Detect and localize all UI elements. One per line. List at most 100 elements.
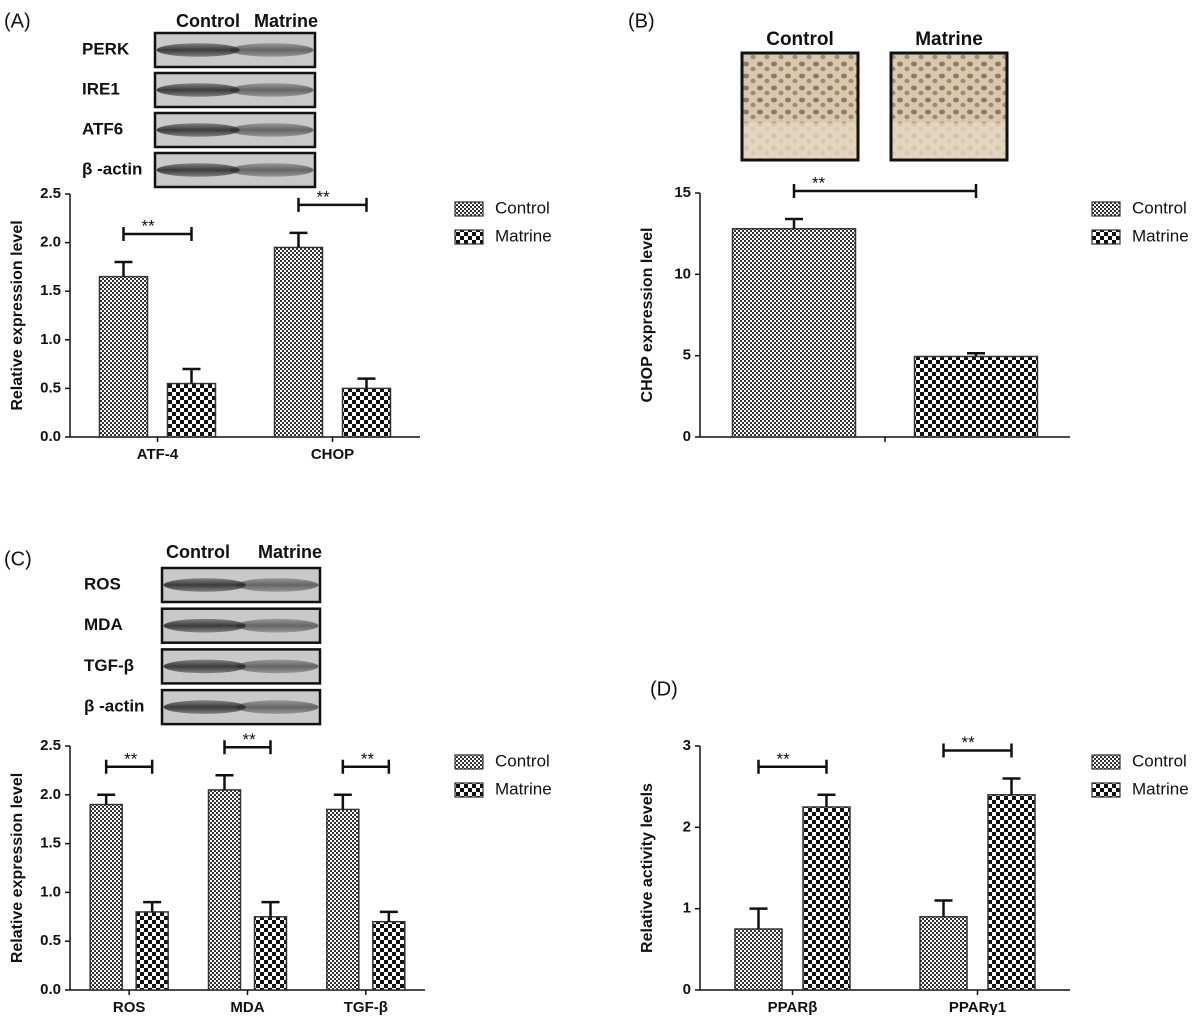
bar bbox=[372, 920, 406, 991]
legend-label: Control bbox=[1132, 198, 1187, 217]
panel-label: (D) bbox=[650, 678, 678, 700]
error-bar bbox=[1002, 777, 1021, 795]
bar bbox=[98, 275, 149, 438]
panel-label: (A) bbox=[4, 10, 31, 32]
error-bar bbox=[261, 900, 280, 917]
y-tick-label: 0.5 bbox=[40, 379, 61, 396]
significance-bracket bbox=[757, 759, 828, 774]
blot-band bbox=[156, 123, 240, 137]
bar bbox=[89, 803, 123, 991]
blot-row-label: MDA bbox=[84, 615, 123, 634]
y-tick-label: 1.5 bbox=[40, 835, 61, 852]
bar bbox=[207, 789, 242, 991]
legend-label: Control bbox=[495, 751, 550, 770]
blot-band bbox=[163, 659, 246, 674]
y-tick-label: 1.5 bbox=[40, 282, 61, 299]
legend-swatch bbox=[1091, 782, 1121, 798]
error-bar bbox=[143, 900, 162, 912]
legend-label: Matrine bbox=[495, 779, 552, 798]
blot-band bbox=[236, 700, 319, 714]
y-axis-label: Relative activity levels bbox=[639, 783, 656, 953]
blot-band bbox=[230, 43, 314, 57]
y-tick-label: 2.5 bbox=[40, 185, 61, 202]
bar bbox=[919, 916, 968, 991]
error-bar bbox=[817, 793, 836, 807]
blot-row-label: PERK bbox=[82, 39, 130, 58]
blot-row-label: ROS bbox=[84, 574, 121, 593]
y-tick-label: 1 bbox=[683, 900, 691, 917]
legend-label: Control bbox=[1132, 751, 1187, 770]
significance-bracket bbox=[122, 227, 193, 242]
bar bbox=[802, 806, 851, 991]
blot-band bbox=[156, 83, 240, 97]
y-axis-label: CHOP expression level bbox=[639, 228, 656, 403]
significance-label: ** bbox=[962, 733, 976, 752]
significance-label: ** bbox=[777, 749, 791, 768]
blot-band bbox=[236, 659, 319, 674]
legend-label: Matrine bbox=[1132, 226, 1189, 245]
bar bbox=[341, 387, 392, 438]
legend-swatch bbox=[454, 754, 484, 770]
bar bbox=[273, 246, 324, 438]
error-bar bbox=[182, 367, 201, 384]
blot-lane-label: Control bbox=[176, 11, 240, 31]
legend-swatch bbox=[1091, 201, 1121, 217]
error-bar bbox=[215, 774, 234, 790]
blot-row-label: IRE1 bbox=[82, 79, 120, 98]
micrograph-lower bbox=[742, 122, 858, 160]
bar bbox=[253, 916, 288, 991]
y-tick-label: 0.5 bbox=[40, 932, 61, 949]
blot-lane-label: Matrine bbox=[258, 542, 322, 562]
y-tick-label: 1.0 bbox=[40, 883, 61, 900]
blot-lane-label: Matrine bbox=[254, 11, 318, 31]
blot-band bbox=[156, 43, 240, 57]
blot-band bbox=[230, 123, 314, 137]
significance-label: ** bbox=[317, 187, 331, 206]
blot-band bbox=[230, 163, 314, 177]
y-tick-label: 2.0 bbox=[40, 234, 61, 251]
bar bbox=[166, 382, 217, 438]
image-label: Matrine bbox=[915, 29, 983, 50]
significance-bracket bbox=[223, 740, 272, 755]
bar bbox=[734, 928, 783, 991]
blot-band bbox=[236, 618, 319, 633]
blot-row-label: TGF-β bbox=[84, 656, 134, 675]
bar bbox=[135, 911, 169, 991]
y-tick-label: 2 bbox=[683, 818, 691, 835]
blot-row-label: ATF6 bbox=[82, 119, 123, 138]
bar bbox=[326, 808, 360, 991]
error-bar bbox=[333, 793, 352, 810]
x-tick-label: CHOP bbox=[311, 446, 354, 463]
blot-band bbox=[156, 163, 240, 177]
blot-band bbox=[163, 578, 246, 592]
micrograph-frame bbox=[889, 51, 1009, 162]
y-axis-label: Relative expression level bbox=[9, 220, 26, 410]
blot-band bbox=[163, 700, 246, 714]
blot-band bbox=[163, 618, 246, 633]
significance-bracket bbox=[297, 197, 368, 212]
y-tick-label: 15 bbox=[674, 184, 691, 201]
legend-label: Control bbox=[495, 198, 550, 217]
y-tick-label: 5 bbox=[683, 347, 691, 364]
legend-swatch bbox=[1091, 229, 1121, 245]
error-bar bbox=[114, 260, 133, 277]
legend-label: Matrine bbox=[495, 226, 552, 245]
bar bbox=[913, 355, 1039, 438]
blot-row-label: β -actin bbox=[84, 697, 144, 716]
blot-row-label: β -actin bbox=[82, 159, 142, 178]
significance-bracket bbox=[942, 743, 1013, 758]
significance-label: ** bbox=[243, 730, 257, 749]
image-label: Control bbox=[766, 29, 834, 50]
significance-label: ** bbox=[812, 174, 826, 193]
legend-swatch bbox=[454, 229, 484, 245]
y-tick-label: 0 bbox=[683, 981, 691, 998]
x-tick-label: TGF-β bbox=[344, 999, 388, 1016]
x-tick-label: PPARβ bbox=[768, 999, 818, 1016]
y-tick-label: 2.0 bbox=[40, 786, 61, 803]
error-bar bbox=[934, 899, 953, 917]
y-tick-label: 0.0 bbox=[40, 428, 61, 445]
y-tick-label: 0.0 bbox=[40, 981, 61, 998]
error-bar bbox=[97, 793, 116, 805]
y-tick-label: 0 bbox=[683, 428, 691, 445]
